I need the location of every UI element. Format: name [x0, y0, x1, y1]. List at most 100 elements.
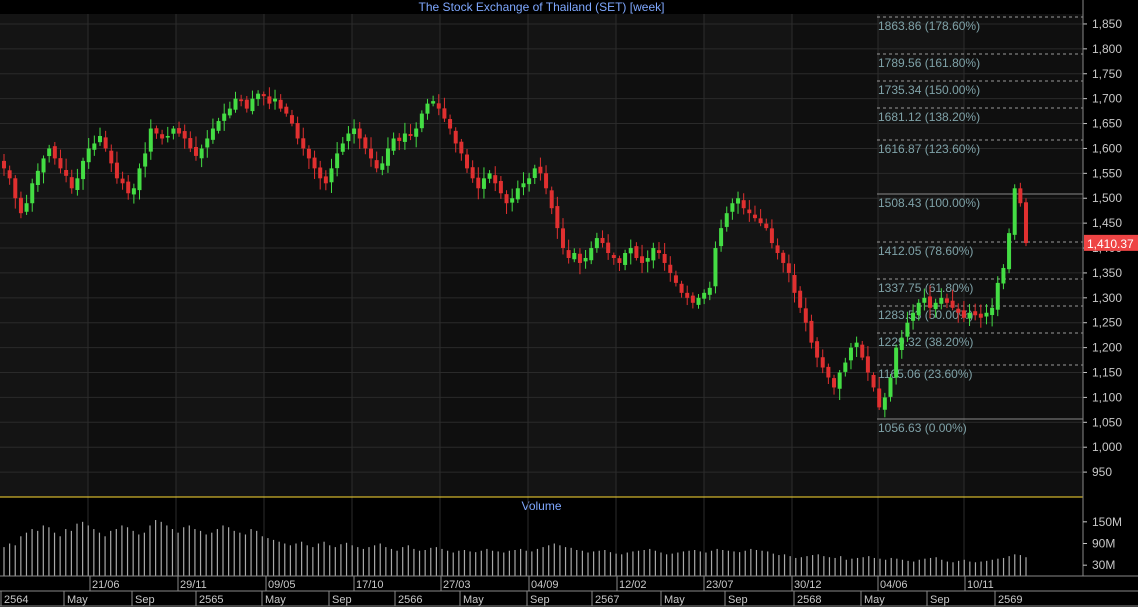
candle-body [273, 98, 278, 102]
fib-level-label: 1412.05 (78.60%) [878, 244, 973, 258]
candle-body [1001, 267, 1006, 284]
candle-body [724, 213, 729, 227]
candle-body [470, 167, 475, 179]
time-label-bottom: May [67, 594, 88, 606]
candle-body [611, 255, 616, 258]
time-label-bottom: Sep [332, 594, 352, 606]
candle-body [86, 148, 91, 163]
time-label-top: 23/07 [706, 579, 734, 591]
time-label-bottom: 2564 [4, 594, 28, 606]
candle-body [690, 295, 695, 303]
candle-body [662, 254, 667, 263]
candle-body [2, 160, 6, 169]
candle-body [905, 322, 910, 337]
price-tick-label: 1,550 [1092, 166, 1122, 180]
candle-body [109, 150, 114, 164]
candle-body [481, 178, 486, 189]
candle-body [352, 128, 357, 135]
price-tick-label: 1,750 [1092, 67, 1122, 81]
candle-body [75, 178, 80, 191]
price-tick-label: 1,850 [1092, 17, 1122, 31]
candle-body [984, 312, 989, 317]
candle-body [41, 158, 46, 173]
price-tick-label: 1,200 [1092, 341, 1122, 355]
candle-body [340, 143, 345, 152]
candle-body [448, 119, 453, 129]
fib-level-label: 1863.86 (178.60%) [878, 19, 980, 33]
candle-body [97, 135, 102, 143]
plot-band [616, 14, 704, 497]
candle-body [154, 128, 159, 134]
candle-body [114, 162, 119, 179]
candle-body [527, 178, 532, 185]
candle-body [13, 178, 18, 199]
price-tick-label: 950 [1092, 465, 1112, 479]
candle-body [143, 153, 148, 167]
candle-body [521, 183, 526, 188]
candle-body [995, 282, 1000, 310]
candle-body [736, 198, 741, 204]
candle-body [239, 99, 244, 102]
volume-tick-label: 30M [1092, 558, 1115, 572]
candle-body [589, 248, 594, 261]
candle-body [730, 203, 735, 212]
candle-body [939, 297, 944, 304]
candle-body [809, 320, 814, 343]
candle-body [193, 146, 198, 156]
candle-body [877, 388, 882, 408]
price-tick-label: 1,500 [1092, 191, 1122, 205]
candle-body [69, 177, 74, 189]
candle-body [391, 138, 396, 151]
candle-body [58, 158, 63, 169]
candle-body [572, 253, 577, 260]
candle-body [442, 108, 447, 119]
time-label-top: 04/09 [531, 579, 559, 591]
candle-body [781, 252, 786, 263]
volume-tick-label: 90M [1092, 537, 1115, 551]
candle-body [504, 194, 509, 204]
candle-body [888, 377, 893, 397]
candle-body [826, 366, 831, 378]
candle-body [668, 264, 673, 273]
time-label-top: 17/10 [356, 579, 384, 591]
candle-body [244, 99, 249, 109]
price-tick-label: 1,050 [1092, 415, 1122, 429]
candle-body [295, 123, 300, 139]
candle-body [380, 163, 385, 170]
candle-body [498, 180, 503, 194]
candle-body [160, 134, 165, 139]
plot-band [878, 14, 964, 497]
candle-body [216, 121, 221, 131]
fib-level-label: 1735.34 (150.00%) [878, 83, 980, 97]
candle-body [323, 176, 328, 184]
candle-body [713, 248, 718, 287]
candle-body [679, 283, 684, 293]
candle-body [289, 115, 294, 124]
candle-body [651, 248, 656, 261]
candle-body [374, 160, 379, 169]
candle-body [978, 313, 983, 318]
fib-level-label: 1681.12 (138.20%) [878, 110, 980, 124]
candle-body [752, 214, 757, 219]
candle-body [205, 138, 210, 148]
candle-body [566, 250, 571, 258]
plot-band [964, 14, 1083, 497]
candle-body [645, 257, 650, 262]
candle-body [899, 337, 904, 350]
candle-body [628, 248, 633, 254]
fib-level-label: 1616.87 (123.60%) [878, 142, 980, 156]
time-label-bottom: May [265, 594, 286, 606]
candle-body [928, 296, 933, 308]
candle-body [707, 287, 712, 295]
fib-level-label: 1508.43 (100.00%) [878, 196, 980, 210]
candle-body [815, 341, 820, 358]
candle-body [436, 103, 441, 109]
fib-level-label: 1337.75 (61.80%) [878, 281, 973, 295]
candle-body [634, 246, 639, 258]
time-label-bottom: Sep [930, 594, 950, 606]
candle-body [493, 175, 498, 184]
time-label-bottom: May [864, 594, 885, 606]
candle-body [210, 128, 215, 140]
candle-body [577, 253, 582, 263]
